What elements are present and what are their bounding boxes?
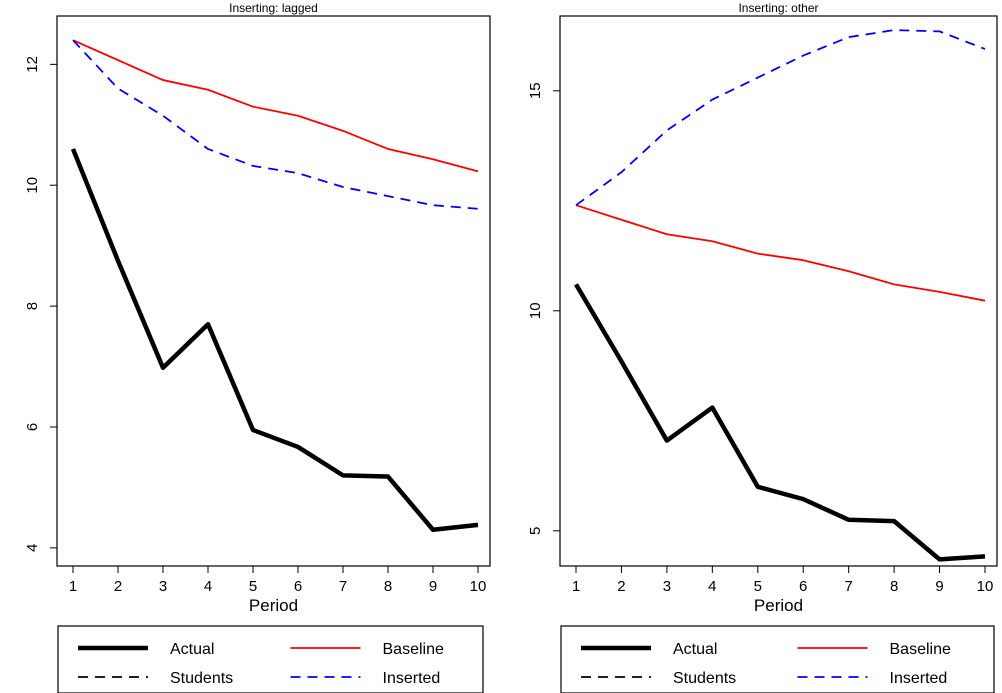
legend-label-actual: Actual xyxy=(673,641,717,658)
x-tick-label: 5 xyxy=(249,578,257,595)
x-tick-label: 3 xyxy=(159,578,167,595)
legend-label-students: Students xyxy=(673,670,736,687)
x-tick-label: 10 xyxy=(977,578,994,595)
series-line-inserted xyxy=(575,29,986,206)
x-tick-label: 1 xyxy=(69,578,77,595)
x-axis-label: Period xyxy=(249,596,298,615)
x-tick-label: 2 xyxy=(114,578,122,595)
legend: Actual Baseline Students Inserted xyxy=(57,625,484,693)
x-tick-label: 7 xyxy=(339,578,347,595)
x-tick-label: 4 xyxy=(204,578,212,595)
x-tick-label: 3 xyxy=(663,578,671,595)
x-tick-label: 7 xyxy=(844,578,852,595)
series-line-actual xyxy=(574,283,986,562)
legend-label-inserted: Inserted xyxy=(383,670,441,687)
x-axis-label: Period xyxy=(754,596,803,615)
x-tick-label: 8 xyxy=(890,578,898,595)
series-line-baseline xyxy=(575,204,986,302)
x-tick-label: 8 xyxy=(384,578,392,595)
series-line-actual xyxy=(70,148,479,532)
x-tick-label: 4 xyxy=(708,578,716,595)
x-tick-label: 6 xyxy=(294,578,302,595)
legend-label-baseline: Baseline xyxy=(383,641,444,658)
y-tick-label: 15 xyxy=(527,82,544,99)
plot-frame xyxy=(56,15,491,567)
y-tick-label: 10 xyxy=(24,177,41,194)
y-tick-label: 4 xyxy=(24,544,41,552)
legend: Actual Baseline Students Inserted xyxy=(560,625,995,693)
y-tick-label: 8 xyxy=(24,302,41,310)
x-tick-label: 9 xyxy=(935,578,943,595)
plot-frame xyxy=(559,15,998,567)
y-tick-label: 6 xyxy=(24,423,41,431)
x-tick-label: 6 xyxy=(799,578,807,595)
chart-title: Inserting: other xyxy=(738,1,818,15)
y-tick-label: 10 xyxy=(527,302,544,319)
legend-label-actual: Actual xyxy=(170,641,214,658)
x-tick-label: 5 xyxy=(754,578,762,595)
x-tick-label: 1 xyxy=(572,578,580,595)
legend-label-baseline: Baseline xyxy=(890,641,951,658)
y-tick-label: 5 xyxy=(527,527,544,535)
y-tick-label: 12 xyxy=(24,56,41,73)
legend-box xyxy=(57,625,484,693)
x-tick-label: 10 xyxy=(470,578,487,595)
x-tick-label: 9 xyxy=(429,578,437,595)
series-line-baseline xyxy=(72,39,479,173)
x-tick-label: 2 xyxy=(617,578,625,595)
legend-box xyxy=(560,625,995,693)
chart-title: Inserting: lagged xyxy=(229,1,318,15)
legend-label-students: Students xyxy=(170,670,233,687)
series-line-inserted xyxy=(72,39,479,210)
legend-label-inserted: Inserted xyxy=(890,670,948,687)
